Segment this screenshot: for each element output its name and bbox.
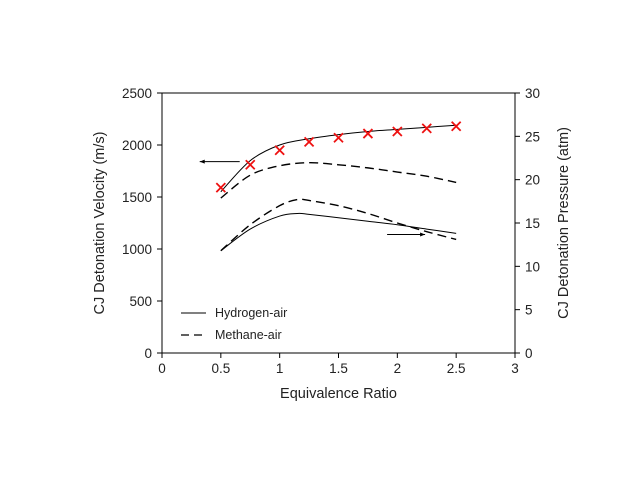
data-point-x-marker: [303, 136, 315, 148]
y-right-tick-label: 20: [525, 173, 540, 188]
x-tick-label: 3: [511, 361, 519, 376]
x-tick-label: 0: [158, 361, 166, 376]
series-line-methane-air-right: [220, 198, 457, 252]
x-axis: 0 0.5 1 1.5 2 2.5 3: [158, 353, 519, 376]
data-point-x-marker: [215, 182, 226, 193]
series-line-hydrogen-air-left: [220, 124, 457, 193]
legend-label-methane-air: Methane-air: [215, 328, 282, 342]
y-axis-left-title: CJ Detonation Velocity (m/s): [92, 132, 108, 315]
y-left-tick-label: 1500: [122, 190, 152, 205]
y-left-tick-label: 2500: [122, 86, 152, 101]
y-right-tick-label: 25: [525, 129, 540, 144]
data-point-x-marker: [421, 123, 432, 134]
series-layer: [220, 124, 457, 252]
annotation-layer: [199, 159, 426, 237]
legend-label-hydrogen-air: Hydrogen-air: [215, 306, 287, 320]
y-right-tick-label: 0: [525, 346, 533, 361]
data-point-x-marker: [274, 145, 285, 156]
data-point-x-marker: [362, 128, 374, 139]
x-tick-label: 0.5: [211, 361, 230, 376]
y-axis-right-title: CJ Detonation Pressure (atm): [556, 127, 572, 319]
markers-layer: [215, 121, 462, 193]
data-point-x-marker: [333, 132, 344, 143]
data-point-x-marker: [245, 159, 256, 170]
series-line-methane-air-left: [220, 161, 457, 199]
y-left-tick-label: 500: [129, 294, 152, 309]
x-axis-title: Equivalence Ratio: [280, 386, 397, 402]
x-tick-label: 1.5: [329, 361, 348, 376]
legend: Hydrogen-air Methane-air: [181, 306, 287, 342]
y-left-tick-label: 0: [144, 346, 152, 361]
axis-pointer-arrow-right: [387, 232, 426, 237]
x-tick-label: 1: [276, 361, 284, 376]
y-axis-right: 0 5 10 15 20 25 30: [515, 86, 540, 361]
x-tick-label: 2.5: [447, 361, 466, 376]
y-left-tick-label: 2000: [122, 138, 152, 153]
y-right-tick-label: 5: [525, 303, 533, 318]
data-point-x-marker: [392, 126, 403, 137]
y-right-tick-label: 10: [525, 259, 540, 274]
y-right-tick-label: 15: [525, 216, 540, 231]
x-tick-label: 2: [394, 361, 402, 376]
y-right-tick-label: 30: [525, 86, 540, 101]
y-left-tick-label: 1000: [122, 242, 152, 257]
y-axis-left: 0 500 1000 1500 2000 2500: [122, 86, 162, 361]
data-point-x-marker: [451, 121, 462, 132]
axis-pointer-arrow-left: [199, 159, 240, 164]
